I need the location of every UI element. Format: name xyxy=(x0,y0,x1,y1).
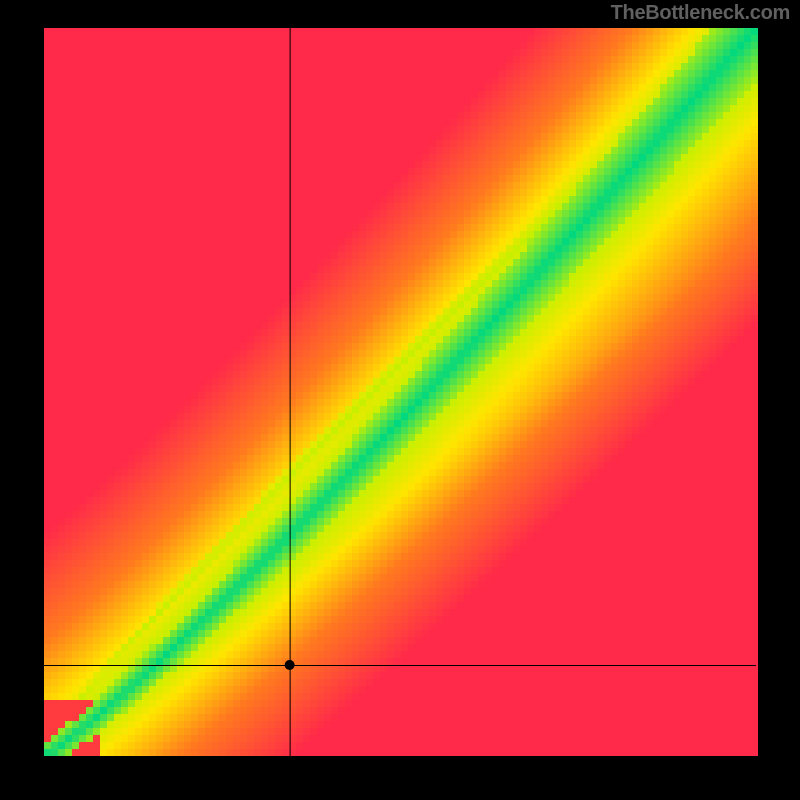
watermark-text: TheBottleneck.com xyxy=(611,2,790,25)
bottleneck-heatmap xyxy=(0,0,800,800)
chart-container: TheBottleneck.com xyxy=(0,0,800,800)
